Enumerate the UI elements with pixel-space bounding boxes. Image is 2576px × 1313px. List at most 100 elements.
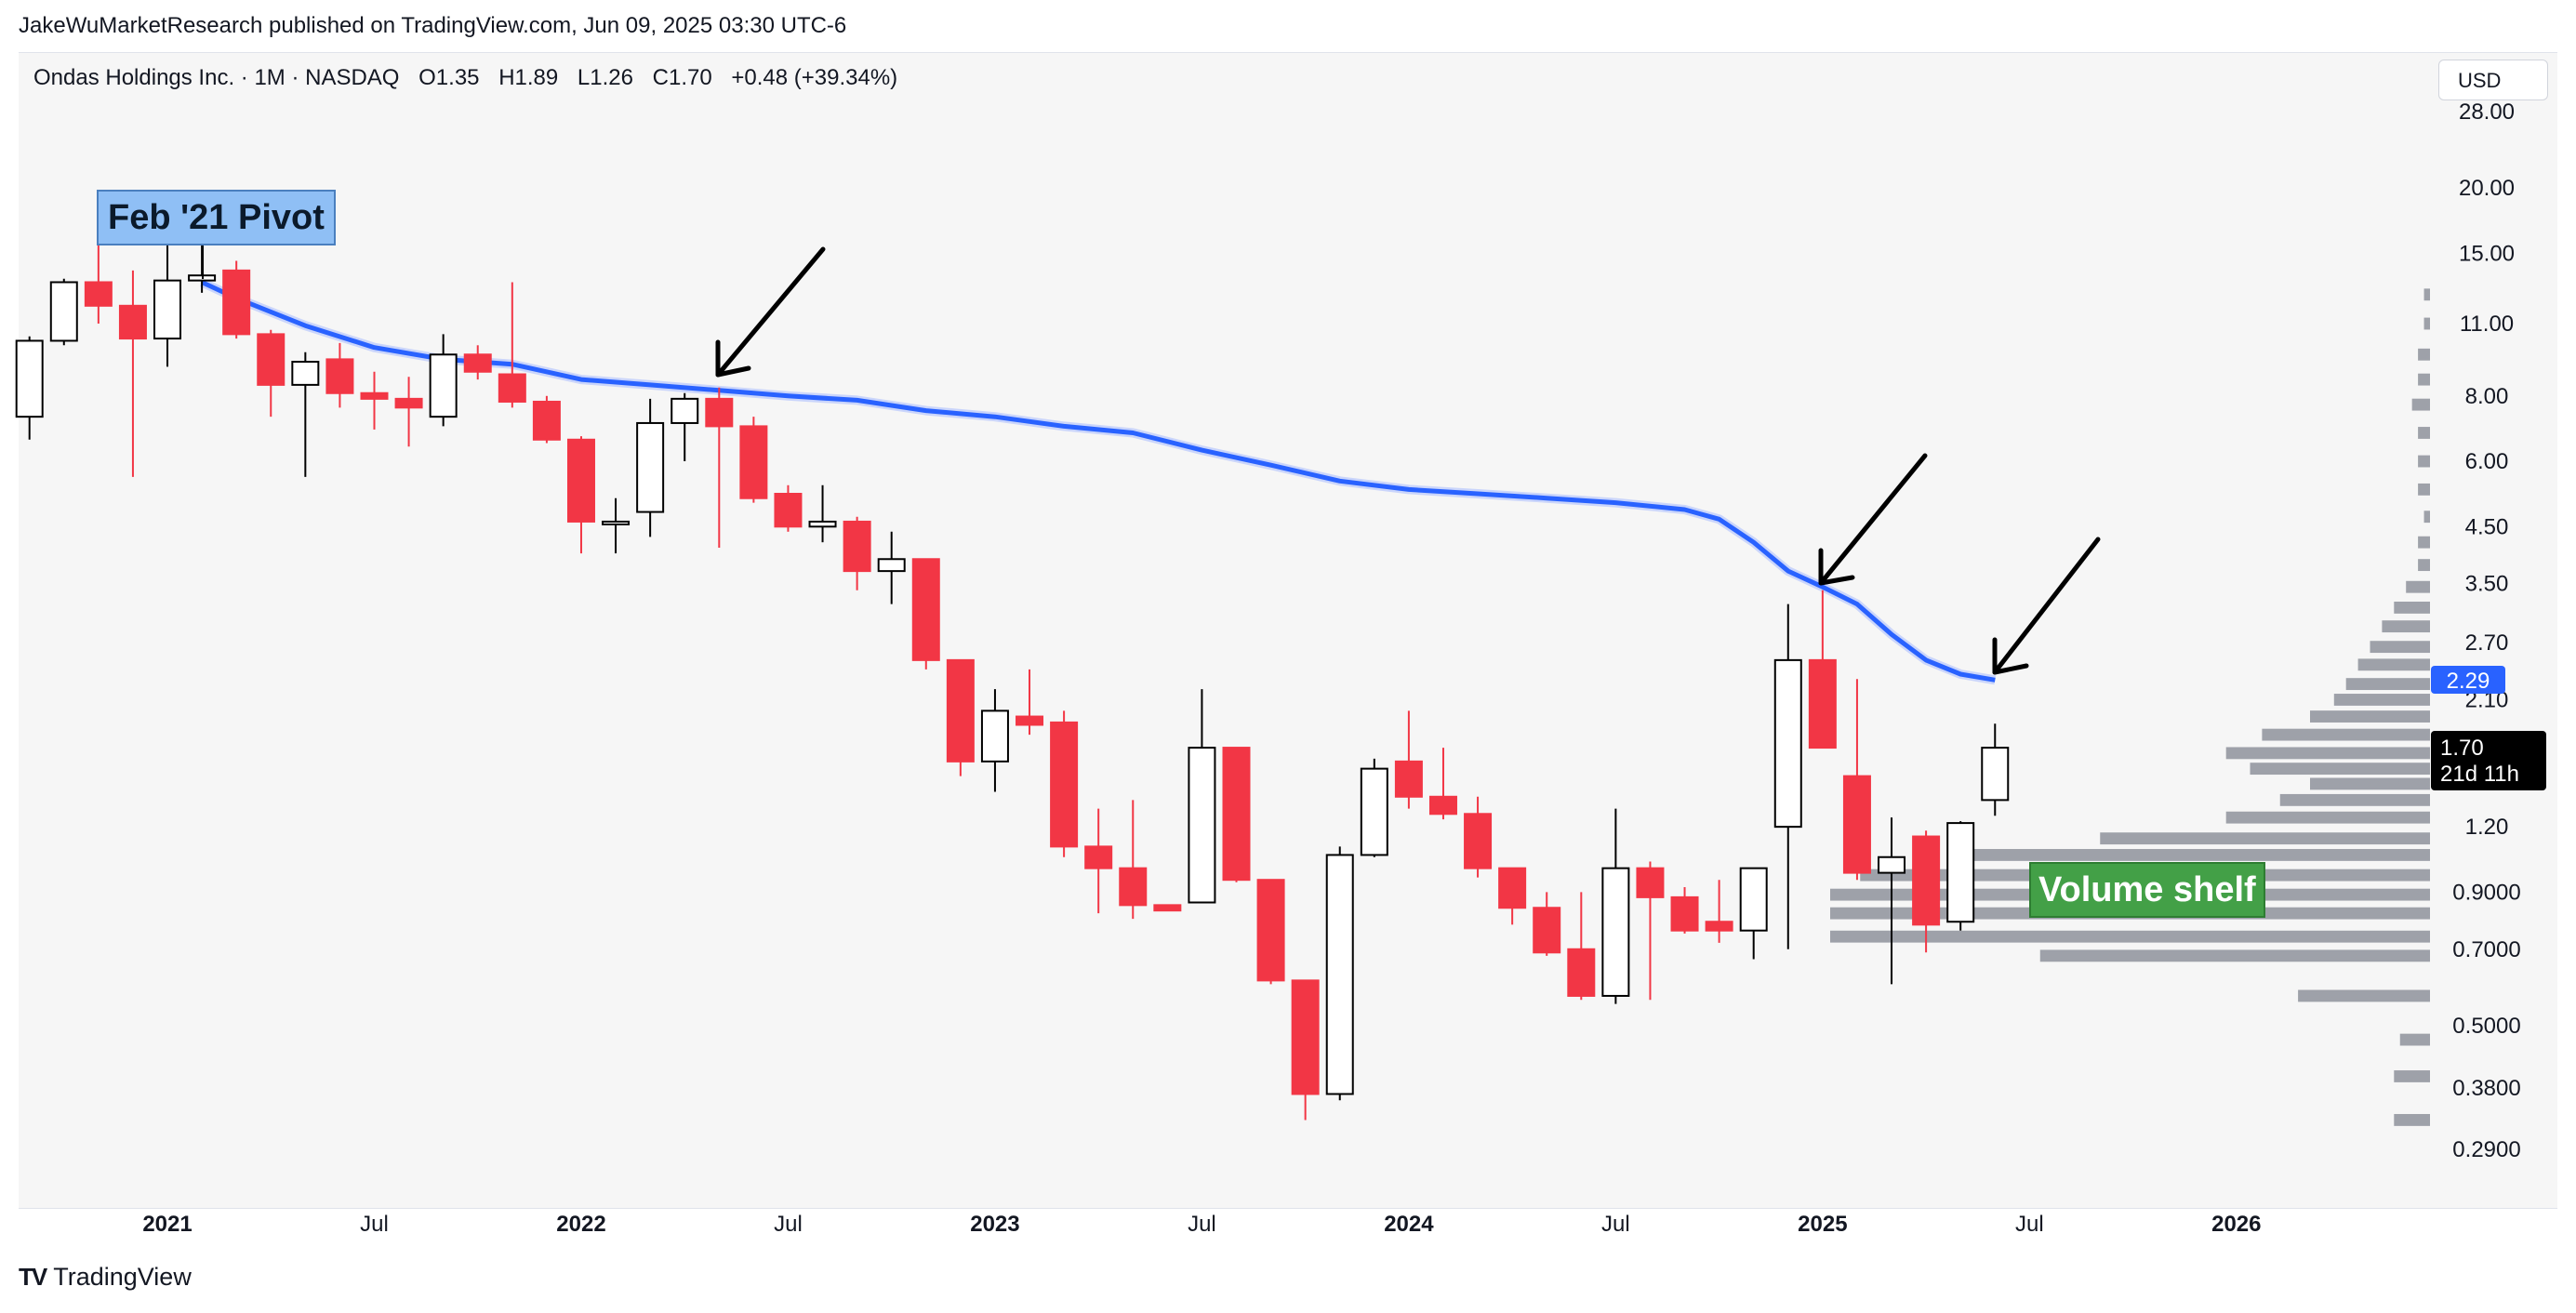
candle-body — [739, 425, 768, 499]
candle — [602, 497, 631, 554]
candle-body — [946, 658, 975, 763]
time-axis[interactable]: 2021 Jul 2022 Jul 2023 Jul 2024 Jul 2025 Jul 2026 — [142, 1212, 2261, 1237]
candle-body — [671, 397, 699, 424]
volume-profile-bar — [2225, 811, 2430, 824]
volume-profile-bar — [2418, 373, 2430, 386]
price-tick-label: 8.00 — [2465, 384, 2509, 409]
candle-body — [1050, 721, 1079, 848]
volume-profile-bar — [1961, 849, 2430, 861]
volume-profile-bar — [2411, 398, 2430, 411]
candle-body — [257, 333, 285, 386]
price-tick-label: 0.2900 — [2452, 1137, 2520, 1162]
candle — [49, 278, 78, 346]
price-tick-label: 0.5000 — [2452, 1014, 2520, 1039]
ohlc-low: L1.26 — [577, 65, 633, 90]
candle — [1394, 710, 1423, 809]
tradingview-logo-icon: TV — [19, 1263, 47, 1291]
volume-profile-bar — [2406, 580, 2430, 593]
candle — [325, 342, 354, 408]
volume-profile-bar — [2394, 1114, 2430, 1126]
candle-body — [602, 520, 631, 525]
time-tick-label: 2026 — [2211, 1212, 2261, 1237]
candle — [1084, 808, 1113, 914]
candle — [153, 238, 182, 367]
candle — [1946, 821, 1975, 931]
volume-profile-bar — [2394, 1070, 2430, 1082]
ohlc-open: O1.35 — [418, 65, 480, 90]
volume-profile-bar — [2394, 602, 2430, 614]
volume-profile-bar — [2250, 763, 2430, 776]
volume-profile-bar — [2298, 989, 2430, 1002]
candle — [15, 336, 44, 440]
tradingview-brand-text: TradingView — [53, 1263, 192, 1291]
candle-body — [911, 558, 940, 661]
candle-body — [1464, 813, 1493, 869]
chart-pane[interactable] — [19, 52, 2557, 1209]
candle — [1498, 867, 1527, 925]
candle — [222, 260, 251, 339]
candle-body — [1084, 845, 1113, 869]
price-tick-label: 0.3800 — [2452, 1076, 2520, 1101]
volume-profile-bar — [2418, 427, 2430, 439]
tradingview-logo[interactable]: TV TradingView — [19, 1263, 192, 1292]
candle — [774, 484, 803, 532]
candle-body — [1981, 747, 2010, 802]
volume-profile-bar — [2399, 1033, 2430, 1046]
candle-body — [1119, 867, 1148, 907]
volume-profile-bar — [2310, 710, 2430, 723]
candle — [636, 398, 665, 537]
last-price-tag: 1.70 21d 11h — [2431, 731, 2546, 790]
candle-body — [1842, 775, 1871, 874]
candle-body — [1670, 895, 1699, 932]
candle — [1912, 830, 1941, 953]
candle — [1016, 669, 1044, 736]
price-tick-label: 2.70 — [2465, 630, 2509, 656]
ohlc-change: +0.48 (+39.34%) — [731, 65, 898, 90]
candle — [980, 689, 1009, 792]
candle-body — [566, 438, 595, 523]
volume-profile-bar — [2423, 317, 2430, 330]
candle — [1636, 861, 1665, 1001]
candle — [1878, 817, 1906, 985]
volume-profile-bar — [2418, 348, 2430, 361]
candle-body — [1428, 795, 1457, 816]
volume-profile-bar — [2418, 536, 2430, 549]
candle — [498, 282, 526, 408]
candle — [911, 558, 940, 670]
time-tick-label: Jul — [2015, 1212, 2044, 1237]
symbol-name[interactable]: Ondas Holdings Inc. · 1M · NASDAQ — [33, 65, 400, 90]
candle-body — [1601, 867, 1630, 997]
volume-profile-bar — [1830, 930, 2430, 943]
candle — [463, 345, 492, 380]
candle-body — [808, 520, 837, 528]
volume-profile-bar — [2345, 678, 2430, 691]
candle — [291, 351, 320, 477]
candle-body — [49, 281, 78, 342]
candle-body — [15, 339, 44, 418]
candle-body — [325, 358, 354, 394]
countdown-text: 21d 11h — [2440, 762, 2519, 787]
arrow-2-icon — [1818, 453, 1928, 586]
candle-body — [1498, 867, 1527, 909]
volume-profile-bar — [2382, 620, 2430, 633]
price-axis[interactable]: 28.00 20.00 15.00 11.00 8.00 6.00 4.50 3.50 2.70… — [2452, 99, 2520, 1162]
price-tick-label: 11.00 — [2460, 312, 2514, 337]
currency-selector[interactable]: USD — [2438, 60, 2548, 100]
price-tick-label: 0.9000 — [2452, 880, 2520, 905]
volume-profile-bar — [2100, 832, 2430, 845]
ma-price-tag: 2.29 — [2431, 666, 2505, 694]
price-tick-label: 20.00 — [2459, 176, 2515, 201]
candle — [739, 417, 768, 503]
candle-body — [1808, 658, 1837, 749]
candle — [1808, 590, 1837, 749]
ohlc-close: C1.70 — [652, 65, 712, 90]
price-tags: 2.29 1.70 21d 11h — [2431, 666, 2546, 790]
pivot-annotation: Feb '21 Pivot — [97, 190, 336, 245]
candle-body — [1291, 979, 1320, 1095]
candle — [1188, 689, 1216, 904]
time-tick-label: 2021 — [142, 1212, 192, 1237]
candle-body — [118, 304, 147, 340]
candle — [118, 270, 147, 477]
candle — [946, 658, 975, 776]
